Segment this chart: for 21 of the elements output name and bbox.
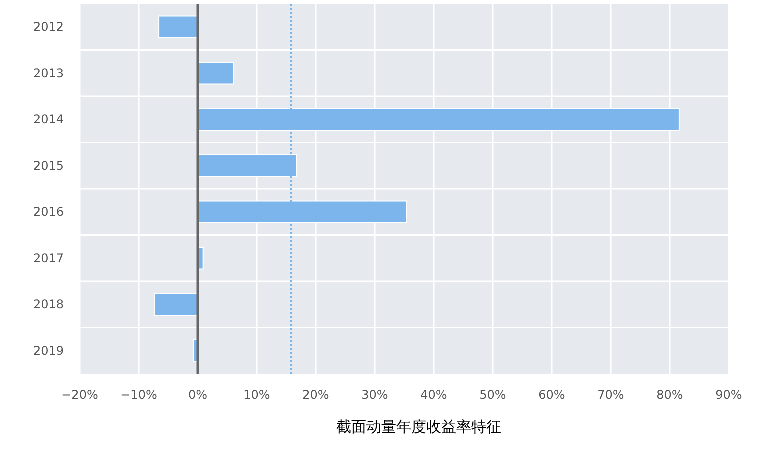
title: 截面动量年度收益率特征 [336,418,502,436]
xtick: 50% [480,388,506,402]
xtick: −20% [62,388,98,402]
xtick: 80% [656,388,684,402]
xtick: 20% [302,388,330,402]
xtick: 10% [244,388,270,402]
xtick: 70% [598,388,624,402]
ytick: 2015 [33,158,64,173]
xtick: 40% [420,388,448,402]
ytick: 2012 [33,20,64,34]
ytick: 2018 [33,298,64,312]
xtick: 60% [538,388,566,402]
ytick: 2014 [33,112,64,127]
ytick: 2019 [33,344,64,358]
xtick: −10% [120,388,158,402]
xtick: 0% [188,388,208,402]
ytick: 2017 [33,251,64,266]
ytick: 2013 [33,66,64,80]
xtick: 90% [716,388,742,402]
ytick: 2016 [33,205,64,220]
xtick: 30% [362,388,388,402]
